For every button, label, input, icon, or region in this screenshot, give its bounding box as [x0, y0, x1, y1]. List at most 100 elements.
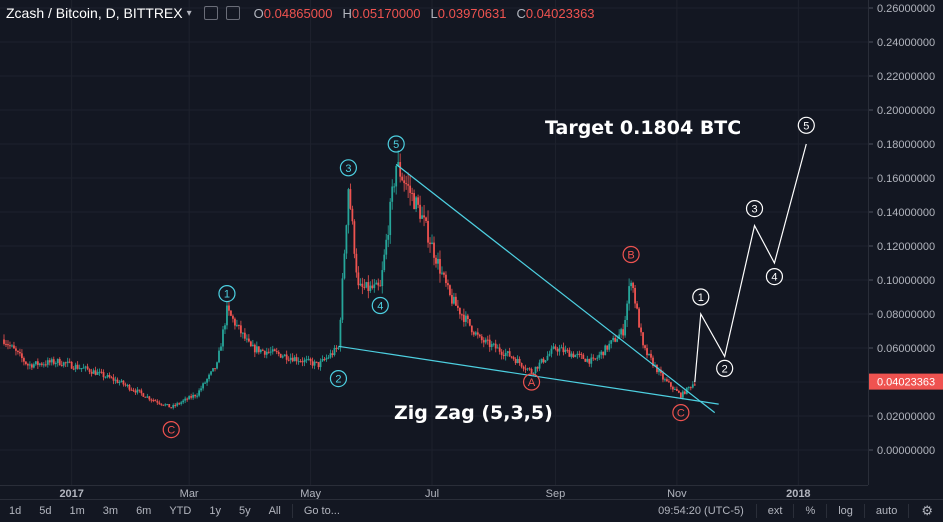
range-1m[interactable]: 1m — [69, 505, 85, 517]
candle-body — [307, 358, 310, 360]
candle-body — [281, 356, 284, 358]
time-tick-label: Mar — [180, 488, 199, 500]
candle-body — [670, 382, 672, 387]
wave-5-ring — [387, 135, 405, 153]
candle-body — [638, 308, 640, 328]
range-1d[interactable]: 1d — [9, 505, 22, 517]
price-axis[interactable]: 0.26000000 0.24000000 0.22000000 0.20000000… — [868, 0, 943, 485]
time-axis[interactable]: 2017 Mar May Jul Sep Nov 2018 — [0, 485, 868, 500]
gear-icon[interactable]: ⚙ — [921, 503, 933, 518]
candle-body — [86, 366, 89, 370]
proj-4: 4 — [765, 268, 784, 286]
candle-body — [373, 284, 376, 289]
candle-body — [224, 325, 226, 330]
percent-toggle[interactable]: % — [805, 505, 816, 517]
range-6m[interactable]: 6m — [136, 505, 152, 517]
candle-body — [449, 285, 451, 296]
candle-body — [518, 358, 521, 364]
candle-body — [658, 369, 660, 373]
range-5d[interactable]: 5d — [39, 505, 52, 517]
candle-body — [538, 362, 541, 369]
compare-icon[interactable] — [203, 6, 218, 20]
candle-body — [464, 315, 467, 322]
time-axis-labels: 2017 Mar May Jul Sep Nov 2018 — [59, 488, 810, 500]
toolbar-divider — [793, 504, 795, 518]
candle-body — [17, 350, 19, 353]
candle-body — [118, 382, 121, 384]
candle-body — [327, 357, 330, 359]
candle-body — [608, 343, 611, 350]
candle-body — [421, 215, 423, 219]
range-ytd[interactable]: YTD — [169, 505, 192, 517]
price-tick-label: 0.02000000 — [877, 411, 935, 423]
auto-toggle[interactable]: auto — [875, 505, 898, 517]
target-annotation: Target 0.1804 BTC — [545, 117, 741, 139]
candle-body — [584, 358, 587, 362]
candle-body — [230, 310, 232, 316]
wave-c-ring — [672, 404, 690, 422]
price-axis-labels: 0.26000000 0.24000000 0.22000000 0.20000000… — [869, 3, 943, 457]
candle-body — [550, 348, 553, 354]
chevron-down-icon[interactable]: ▾ — [186, 7, 192, 19]
goto-button[interactable]: Go to... — [303, 505, 340, 517]
candle-body — [687, 387, 690, 389]
candle-body — [558, 348, 561, 352]
candle-body — [68, 361, 71, 363]
candle-body — [156, 401, 159, 403]
candle-body — [204, 382, 206, 384]
range-3m[interactable]: 3m — [102, 505, 119, 517]
candle-body — [38, 363, 41, 365]
candle-body — [253, 344, 256, 353]
candle-body — [82, 367, 85, 369]
candle-body — [468, 319, 471, 326]
range-1y[interactable]: 1y — [209, 505, 221, 517]
range-all[interactable]: All — [268, 505, 281, 517]
time-tick-label: 2018 — [786, 488, 810, 500]
candle-body — [96, 372, 99, 375]
candle-body — [522, 366, 525, 369]
chart-plot-area[interactable]: C 1 2 3 4 5 A B C 1 2 3 4 5 Target 0.1804 BTC Zig Zag (… — [0, 0, 868, 485]
wave-c-prev: C — [162, 421, 180, 439]
candle-body — [534, 366, 537, 373]
symbol-title[interactable]: Zcash / Bitcoin, D, BITTREX — [6, 5, 183, 21]
proj-4-text: 4 — [771, 272, 777, 284]
candle-body — [337, 347, 340, 349]
candle-body — [60, 365, 63, 367]
candle-body — [299, 361, 302, 363]
candle-body — [411, 192, 414, 194]
log-toggle[interactable]: log — [838, 505, 853, 517]
candle-body — [387, 234, 390, 240]
range-5y[interactable]: 5y — [238, 505, 251, 517]
toolbar-divider — [755, 504, 757, 518]
candle-body — [439, 258, 441, 274]
candle-body — [271, 349, 274, 352]
candle-body — [616, 339, 619, 342]
candle-body — [26, 364, 29, 366]
indicator-icon[interactable] — [225, 6, 240, 20]
candle-body — [427, 220, 429, 243]
candle-body — [628, 286, 631, 304]
candle-body — [238, 324, 240, 326]
candle-body — [88, 369, 91, 372]
candle-body — [222, 329, 224, 347]
ext-toggle[interactable]: ext — [767, 505, 783, 517]
candle-body — [646, 348, 648, 356]
candle-body — [656, 364, 658, 373]
candle-body — [78, 368, 81, 370]
price-tick-label: 0.14000000 — [877, 207, 935, 219]
candle-body — [606, 345, 609, 350]
candle-body — [456, 305, 459, 308]
candle-body — [407, 184, 410, 186]
candle-body — [580, 353, 583, 355]
candle-body — [365, 282, 368, 288]
candle-body — [70, 362, 73, 369]
candle-body — [277, 352, 280, 354]
candle-body — [120, 380, 123, 383]
candle-body — [604, 345, 607, 356]
candle-body — [474, 332, 477, 335]
candle-body — [415, 197, 417, 210]
wave-4: 4 — [371, 296, 389, 315]
candle-body — [132, 389, 135, 391]
candle-body — [48, 360, 51, 363]
candle-body — [532, 372, 535, 374]
